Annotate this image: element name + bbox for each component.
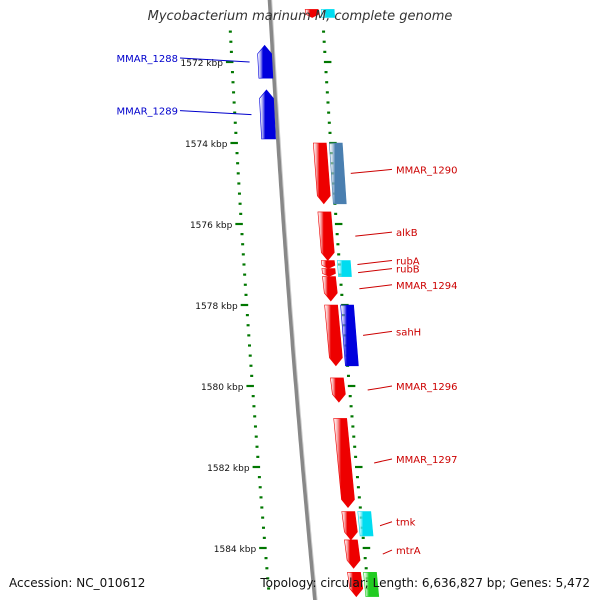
gene-label: MMAR_1289 <box>117 107 179 118</box>
gene-feature-mmar_1290 <box>312 142 331 205</box>
gene-label: alkB <box>396 228 418 239</box>
gene-feature-mmar_1297 <box>333 418 355 508</box>
gene-features <box>257 9 380 598</box>
gene-label-line <box>382 549 393 555</box>
gene-label: MMAR_1294 <box>396 281 458 292</box>
gene-feature-rubb <box>321 268 336 277</box>
gene-label: MMAR_1290 <box>396 165 458 176</box>
scale-label: 1572 kbp <box>181 59 224 69</box>
gene-label: MMAR_1297 <box>396 455 458 466</box>
gene-label: MMAR_1288 <box>117 54 179 65</box>
gene-label-line <box>367 385 393 391</box>
gene-feature <box>363 571 380 597</box>
gene-label: mtrA <box>396 546 421 557</box>
gene-feature-mmar_1288 <box>257 44 274 79</box>
gene-feature-mtra <box>344 539 361 569</box>
gene-label-line <box>374 458 393 464</box>
gene-feature <box>336 260 352 277</box>
gene-label-line <box>363 330 393 336</box>
gene-feature-sahh <box>324 304 343 367</box>
gene-feature <box>347 571 364 598</box>
scale-label: 1576 kbp <box>190 221 233 231</box>
scale-label: 1584 kbp <box>214 545 257 555</box>
gene-feature-mmar_1289 <box>259 89 276 140</box>
gene-label: MMAR_1296 <box>396 382 458 393</box>
scale-label: 1580 kbp <box>201 383 244 393</box>
gene-label-line <box>359 284 393 290</box>
gene-label: rubB <box>396 265 420 276</box>
gene-feature-mmar_1296 <box>330 377 346 403</box>
gene-feature <box>340 304 359 367</box>
gene-label: rubA <box>396 257 420 268</box>
topology-text: Topology: circular; Length: 6,636,827 bp… <box>260 576 590 590</box>
accession-text: Accession: NC_010612 <box>9 576 146 590</box>
map-title: Mycobacterium marinum M, complete genome <box>147 9 453 24</box>
gene-feature <box>304 9 320 18</box>
gene-feature-ruba <box>320 260 336 269</box>
backbone-line <box>267 0 318 600</box>
gene-label-line <box>179 57 250 63</box>
gene-label-line <box>350 168 393 174</box>
gene-feature <box>357 511 374 537</box>
scale-ticks: 1572 kbp 1574 kbp 1576 kbp 1578 kbp 1580 kbp… <box>181 30 371 590</box>
gene-feature-mmar_1294 <box>322 276 338 302</box>
gene-label: tmk <box>396 518 416 529</box>
scale-label: 1582 kbp <box>207 464 250 474</box>
gene-label-line <box>179 110 252 116</box>
gene-label-line <box>355 231 393 237</box>
gene-label-line <box>358 268 393 274</box>
gene-feature <box>320 9 336 18</box>
gene-feature <box>328 142 347 205</box>
scale-label: 1574 kbp <box>185 140 228 150</box>
gene-feature-tmk <box>341 511 358 541</box>
backbone-highlight <box>271 0 318 600</box>
gene-feature-alkb <box>317 211 335 261</box>
gene-label-line <box>357 260 393 265</box>
scale-label: 1578 kbp <box>195 302 238 312</box>
gene-label: sahH <box>396 327 421 338</box>
gene-label-line <box>379 521 393 527</box>
genome-backbone <box>267 0 318 600</box>
